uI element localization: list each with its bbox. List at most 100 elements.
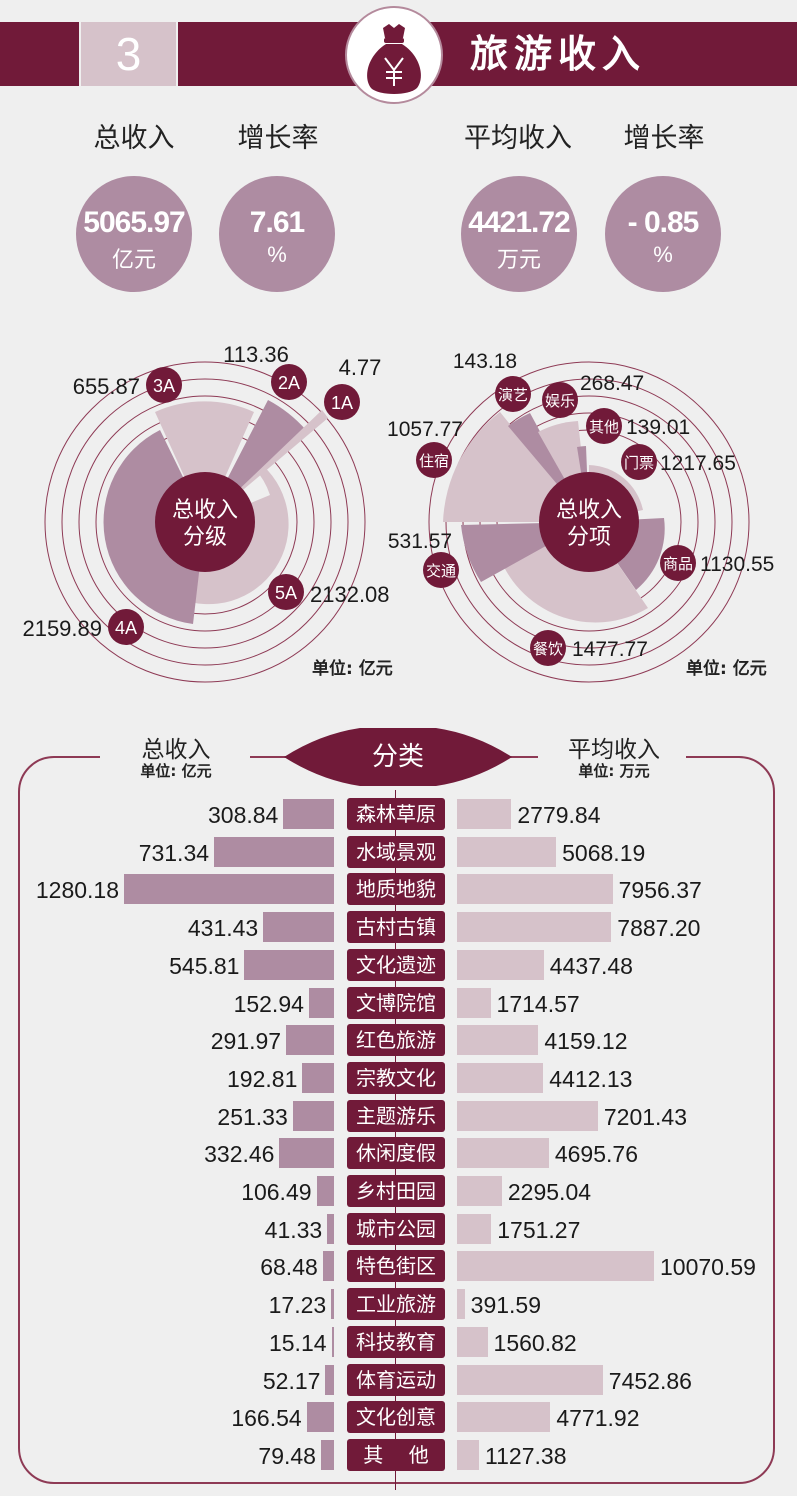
- total-income-bar: [286, 1025, 334, 1056]
- total-income-value: 431.43: [187, 915, 259, 942]
- average-income-bar: [457, 874, 613, 905]
- svg-text:餐饮: 餐饮: [533, 641, 563, 658]
- average-income-bar: [457, 836, 557, 867]
- svg-text:商品: 商品: [663, 556, 693, 573]
- total-income-value: 1280.18: [35, 877, 119, 904]
- total-income-bar: [292, 1100, 334, 1131]
- kpi-label-average-income: 平均收入: [464, 123, 572, 154]
- total-income-bar: [214, 836, 334, 867]
- table-row: 68.48 特色街区 10070.59: [0, 1249, 797, 1283]
- svg-text:268.47: 268.47: [580, 372, 644, 395]
- svg-text:交通: 交通: [426, 562, 456, 580]
- table-row: 731.34 水域景观 5068.19: [0, 835, 797, 869]
- average-income-bar: [457, 912, 612, 943]
- section-number: 3: [115, 28, 142, 80]
- table-row: 308.84 森林草原 2779.84: [0, 797, 797, 831]
- tag-yanyi: 演艺 143.18: [453, 350, 531, 412]
- left-column-title: 总收入: [141, 737, 211, 763]
- total-income-bar: [316, 1176, 334, 1206]
- category-label: 古村古镇: [347, 911, 445, 944]
- right-column-unit: 单位: 万元: [578, 762, 650, 780]
- svg-text:655.87: 655.87: [73, 374, 140, 399]
- table-row: 1280.18 地质地貌 7956.37: [0, 872, 797, 906]
- right-column-title: 平均收入: [568, 737, 660, 763]
- average-income-value: 4437.48: [549, 952, 633, 979]
- average-income-value: 4159.12: [544, 1028, 628, 1055]
- category-label: 城市公园: [347, 1212, 445, 1245]
- table-row: 152.94 文博院馆 1714.57: [0, 986, 797, 1020]
- average-income-value: 4695.76: [554, 1141, 638, 1168]
- left-column-unit: 单位: 亿元: [140, 762, 212, 780]
- category-label: 特色街区: [347, 1250, 445, 1283]
- category-label: 主题游乐: [347, 1099, 445, 1132]
- category-label: 森林草原: [347, 798, 445, 830]
- tag-5A: 5A 2132.08: [268, 574, 390, 610]
- total-income-value: 166.54: [231, 1405, 302, 1432]
- svg-text:1057.77: 1057.77: [387, 418, 463, 441]
- average-income-value: 1127.38: [485, 1442, 567, 1469]
- total-income-value: 79.48: [258, 1442, 316, 1469]
- total-income-bar: [283, 799, 334, 829]
- average-income-value: 10070.59: [660, 1254, 756, 1281]
- tag-yule: 娱乐 268.47: [542, 372, 644, 418]
- average-income-bar: [457, 1062, 544, 1093]
- kpi-avg-growth: - 0.85 %: [605, 176, 721, 292]
- total-income-bar: [244, 949, 334, 980]
- rose-item-center-line2: 分项: [567, 524, 611, 549]
- total-income-value: 192.81: [227, 1065, 298, 1092]
- category-label: 文博院馆: [347, 986, 445, 1019]
- rose-grade-unit: 单位: 亿元: [312, 659, 393, 679]
- rose-grade-center-line2: 分级: [183, 524, 227, 549]
- category-label: 乡村田园: [347, 1175, 445, 1207]
- average-income-value: 2295.04: [507, 1179, 592, 1205]
- table-row: 166.54 文化创意 4771.92: [0, 1400, 797, 1434]
- average-income-value: 1714.57: [496, 990, 580, 1017]
- rose-grade-center-line1: 总收入: [172, 497, 238, 522]
- kpi-unit: %: [267, 242, 287, 267]
- total-income-value: 251.33: [217, 1103, 288, 1130]
- kpi-label-growth: 增长率: [237, 123, 319, 154]
- table-row: 192.81 宗教文化 4412.13: [0, 1061, 797, 1095]
- total-income-value: 52.17: [262, 1367, 321, 1394]
- kpi-value: 5065.97: [83, 206, 185, 239]
- svg-text:1A: 1A: [331, 393, 353, 413]
- total-income-bar: [331, 1289, 334, 1320]
- kpi-total-income: 5065.97 亿元: [76, 176, 192, 292]
- total-income-value: 731.34: [138, 839, 210, 866]
- total-income-value: 545.81: [169, 952, 240, 979]
- svg-text:143.18: 143.18: [453, 350, 517, 373]
- kpi-unit: 万元: [496, 247, 541, 272]
- kpi-unit: %: [653, 242, 673, 267]
- total-income-value: 17.23: [268, 1292, 327, 1319]
- total-income-bar: [302, 1062, 334, 1093]
- total-income-value: 332.46: [204, 1141, 275, 1168]
- total-income-value: 152.94: [233, 990, 304, 1017]
- tag-1A: 1A 4.77: [324, 355, 381, 420]
- tag-canyin: 餐饮 1477.77: [530, 630, 648, 666]
- average-income-bar: [457, 987, 491, 1018]
- total-income-bar: [322, 1251, 334, 1282]
- total-income-value: 41.33: [264, 1216, 323, 1243]
- table-row: 545.81 文化遗迹 4437.48: [0, 948, 797, 982]
- table-row: 431.43 古村古镇 7887.20: [0, 910, 797, 944]
- total-income-value: 308.84: [207, 802, 279, 828]
- svg-text:2A: 2A: [278, 373, 300, 393]
- kpi-label-total-income: 总收入: [93, 123, 175, 154]
- kpi-label-avg-growth: 增长率: [623, 123, 705, 154]
- average-income-value: 391.59: [470, 1292, 542, 1319]
- section-number-box: [79, 22, 178, 86]
- rose-chart-item: 总收入 分项 演艺 143.18 娱乐 268.47 其他 139.01 门票 …: [380, 330, 797, 690]
- svg-text:5A: 5A: [275, 583, 297, 603]
- average-income-bar: [457, 1138, 549, 1169]
- average-income-value: 4412.13: [549, 1065, 633, 1092]
- total-income-bar: [279, 1138, 334, 1169]
- svg-text:演艺: 演艺: [498, 387, 528, 404]
- average-income-bar: [457, 1364, 603, 1395]
- tag-menpiao: 门票 1217.65: [621, 444, 736, 480]
- svg-text:139.01: 139.01: [626, 416, 690, 439]
- category-diamond: [284, 728, 512, 786]
- frame-gap-left: [100, 740, 250, 780]
- average-income-bar: [457, 1439, 480, 1470]
- category-label: 其 他: [347, 1438, 445, 1471]
- category-label: 工业旅游: [347, 1288, 445, 1321]
